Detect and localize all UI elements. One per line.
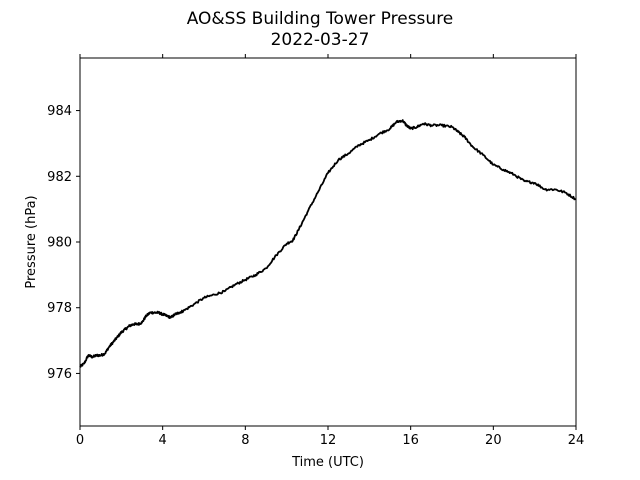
plot-frame — [79, 57, 577, 427]
x-tick-label: 4 — [159, 433, 167, 448]
chart-title: AO&SS Building Tower Pressure — [187, 9, 454, 29]
x-tick-label: 16 — [402, 433, 419, 448]
x-tick-label: 24 — [568, 433, 585, 448]
y-tick-label: 976 — [47, 367, 72, 382]
chart-subtitle: 2022-03-27 — [271, 30, 370, 50]
y-tick-label: 980 — [47, 236, 72, 251]
x-axis-ticks: 0 4 8 12 16 20 24 — [76, 54, 584, 448]
pressure-series-line — [79, 119, 577, 368]
y-tick-label: 978 — [47, 301, 72, 316]
y-tick-label: 984 — [47, 104, 72, 119]
x-tick-label: 0 — [76, 433, 84, 448]
x-tick-label: 12 — [320, 433, 337, 448]
y-axis-ticks: 976 978 980 982 984 — [47, 104, 80, 382]
x-tick-label: 20 — [485, 433, 502, 448]
y-tick-label: 982 — [47, 170, 72, 185]
y-axis-label: Pressure (hPa) — [24, 195, 39, 288]
x-axis-label: Time (UTC) — [291, 455, 364, 470]
x-tick-label: 8 — [241, 433, 249, 448]
